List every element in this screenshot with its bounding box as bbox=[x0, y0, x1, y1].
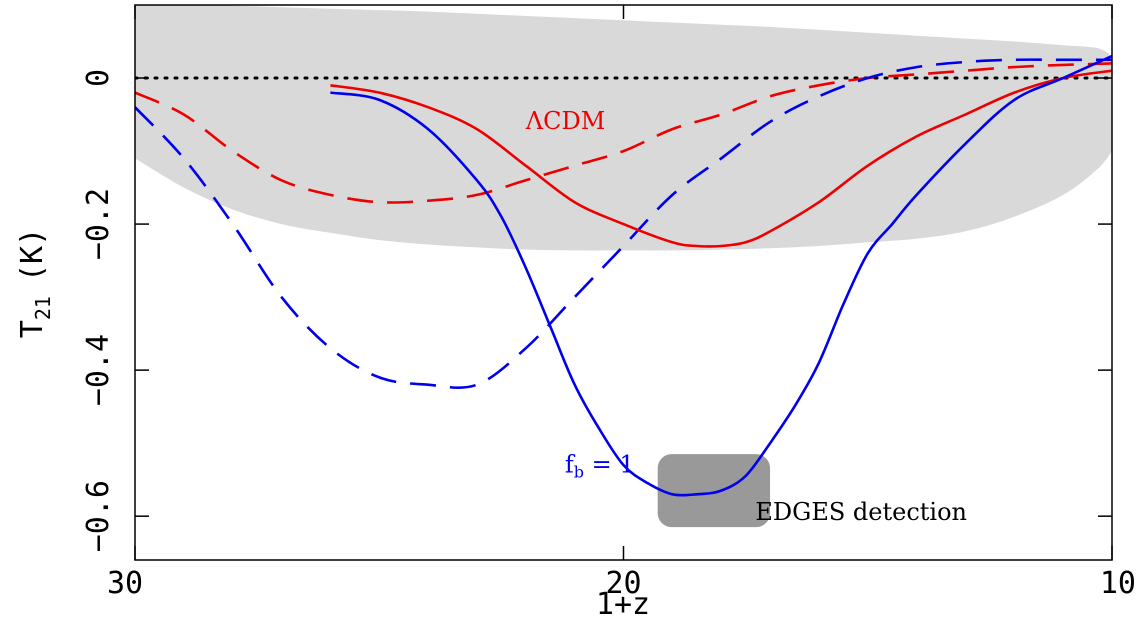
annotation-0: ΛCDM bbox=[525, 107, 606, 135]
y-axis-label-unit: (K) bbox=[15, 228, 50, 282]
y-axis-label: T21 (K) bbox=[15, 228, 55, 338]
y-tick-label-0: 0 bbox=[81, 69, 116, 87]
y-tick-label-2: −0.4 bbox=[81, 334, 116, 406]
x-axis-label: 1+z bbox=[596, 587, 650, 622]
y-tick-label-1: −0.2 bbox=[81, 188, 116, 260]
annotation-1: fb = 1 bbox=[565, 450, 635, 481]
model-range-band bbox=[135, 5, 1112, 251]
y-tick-label-3: −0.6 bbox=[81, 480, 116, 552]
edges-detection-box bbox=[657, 454, 771, 528]
y-axis-label-sub: 21 bbox=[31, 296, 55, 320]
x-tick-label-1: 20 bbox=[605, 566, 641, 601]
annotation-2: EDGES detection bbox=[755, 498, 967, 526]
x-tick-label-0: 30 bbox=[107, 566, 143, 601]
series-line-2 bbox=[135, 62, 1112, 204]
y-axis-label-main: T bbox=[15, 320, 50, 338]
x-tick-label-2: 10 bbox=[1100, 566, 1136, 601]
series-line-0 bbox=[330, 69, 1112, 248]
series-line-1 bbox=[330, 54, 1112, 497]
series-line-3 bbox=[135, 58, 1112, 390]
